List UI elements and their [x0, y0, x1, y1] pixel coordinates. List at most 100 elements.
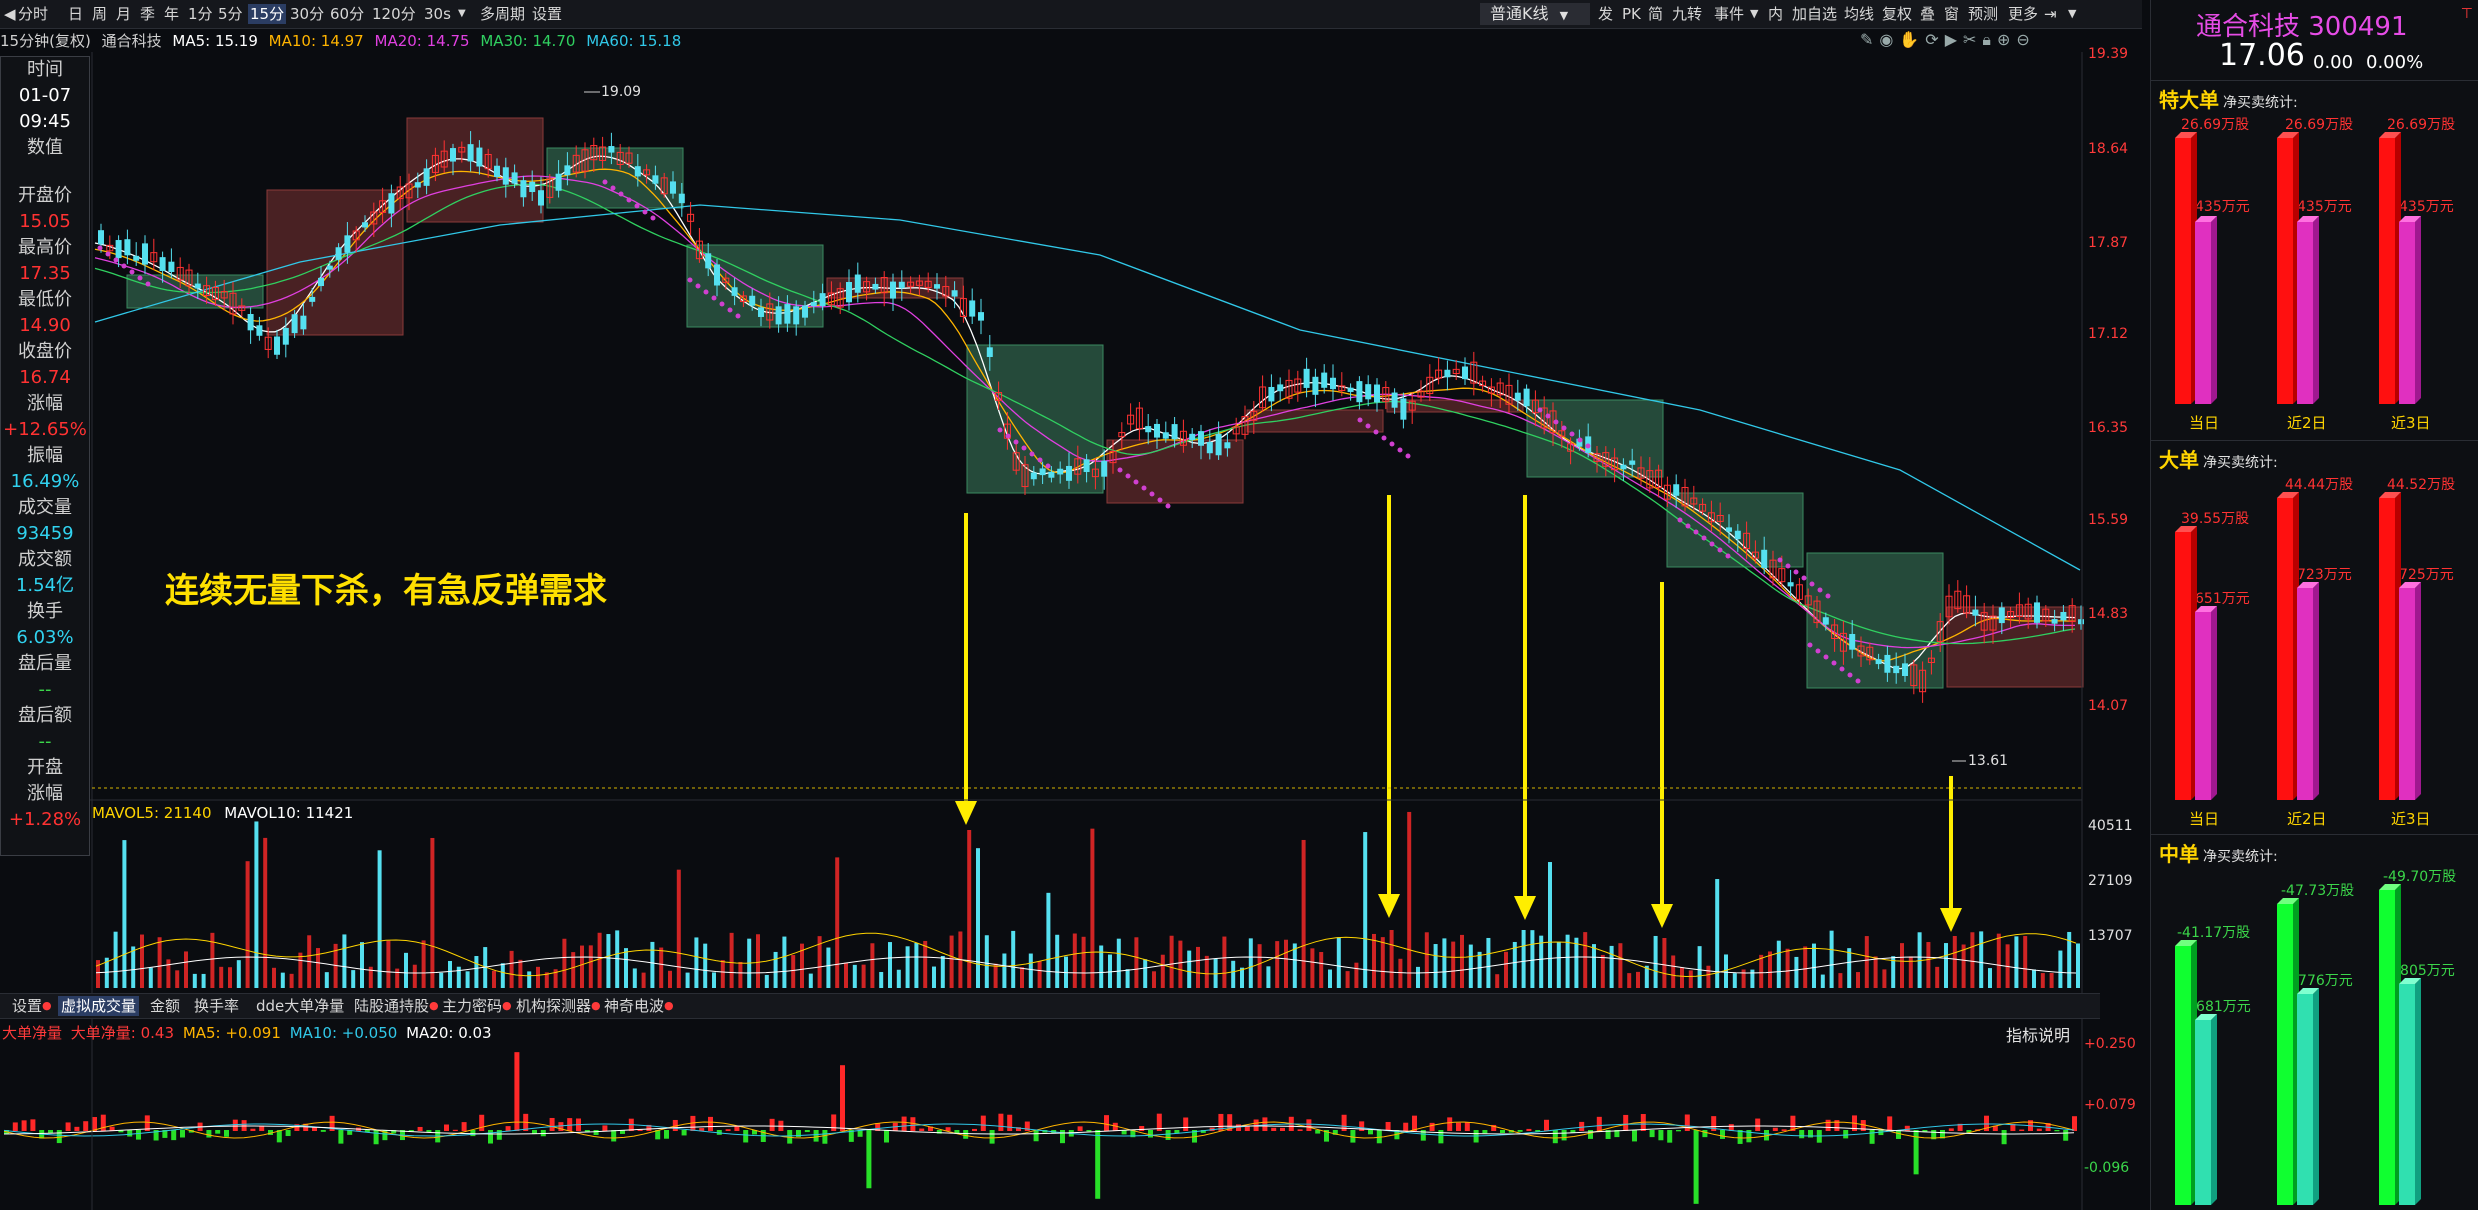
tab-amount[interactable]: 金额 [150, 997, 181, 1015]
tab-settings[interactable]: 设置● [12, 997, 52, 1015]
jian-button[interactable]: 简 [1648, 5, 1664, 23]
candle-body-up [766, 303, 774, 321]
candle-body-up [722, 277, 730, 283]
tab-season[interactable]: 季 [140, 5, 156, 23]
volume-bar [1979, 931, 1984, 988]
overlay-button[interactable]: 叠 [1920, 5, 1936, 23]
candle-body-down [1303, 368, 1310, 388]
tab-institution-detector[interactable]: 机构探测器● [516, 997, 601, 1015]
more-button[interactable]: 更多 [2008, 5, 2039, 23]
volume-bar [1345, 971, 1350, 988]
volume-bar [1116, 938, 1121, 988]
more-dropdown-icon[interactable]: ▼ [2068, 7, 2077, 20]
volume-bar [1389, 930, 1394, 988]
fa-button[interactable]: 发 [1598, 5, 1614, 23]
period-label: 近3日 [2391, 810, 2431, 828]
zoom-out-icon[interactable]: ⊖ [2016, 30, 2036, 49]
kline-type-select[interactable]: 普通K线 ▼ [1480, 3, 1590, 25]
candle-body-up [1496, 382, 1504, 396]
close-price-value: 16.74 [19, 367, 71, 388]
forecast-button[interactable]: 预测 [1968, 5, 1999, 23]
pen-icon[interactable]: ✎ [1860, 30, 1880, 49]
dropdown-icon[interactable]: ▼ [458, 8, 466, 19]
eye-icon[interactable]: ◉ [1879, 30, 1900, 49]
sequence-count-mark [602, 179, 608, 185]
tab-month[interactable]: 月 [116, 5, 132, 23]
indicator-bar [118, 1130, 124, 1133]
candle-body-up [660, 177, 668, 195]
tab-fenshi[interactable]: 分时 [18, 5, 49, 23]
volume-bar [606, 934, 611, 988]
pk-button[interactable]: PK [1622, 5, 1641, 23]
tab-main-force-code[interactable]: 主力密码● [442, 997, 512, 1015]
adjust-button[interactable]: 复权 [1882, 5, 1913, 23]
volume-bar [509, 950, 514, 988]
lock-icon[interactable]: 🔒︎ [1982, 30, 1997, 49]
window-button[interactable]: 窗 [1944, 5, 1960, 23]
tab-virtual-volume[interactable]: 虚拟成交量 [58, 996, 140, 1016]
kline-chart[interactable] [0, 0, 2142, 1210]
sequence-count-mark [719, 301, 725, 307]
zoom-in-icon[interactable]: ⊕ [1996, 30, 2017, 49]
after-hours-amount-label: 盘后额 [18, 705, 72, 726]
candle-body-up [1611, 457, 1619, 471]
volume-bar [1380, 937, 1385, 988]
settings-button[interactable]: 设置 [532, 5, 563, 23]
price-axis-label: 14.07 [2088, 698, 2129, 714]
candle-body-up [863, 281, 871, 293]
tab-60min[interactable]: 60分 [330, 5, 365, 23]
volume-bar [984, 935, 989, 988]
volume-label: 成交量 [18, 497, 72, 518]
pin-icon[interactable]: ⊤ [2460, 6, 2473, 22]
add-watchlist-button[interactable]: 加自选 [1792, 5, 1838, 23]
annotation-arrows [955, 495, 1962, 932]
sequence-count-mark [727, 307, 733, 313]
tab-turnover-rate[interactable]: 换手率 [194, 997, 240, 1015]
indicator-bar [787, 1130, 793, 1144]
play-icon[interactable]: ▶ [1944, 30, 1964, 49]
bar-amount-label: 435万元 [2399, 199, 2454, 215]
fullscreen-icon[interactable]: ⇥ [2044, 5, 2057, 23]
indicator-help-button[interactable]: 指标说明 [2006, 1026, 2071, 1045]
candle-body-up [1417, 390, 1425, 398]
ma10-label: MA10: 14.97 [268, 32, 364, 50]
tab-week[interactable]: 周 [92, 5, 108, 23]
scissors-icon[interactable]: ✂ [1963, 30, 1983, 49]
open-change-label: 涨幅 [27, 783, 63, 804]
ma-button[interactable]: 均线 [1844, 5, 1875, 23]
tab-1min[interactable]: 1分 [188, 5, 213, 23]
jiuzhuan-button[interactable]: 九转 [1672, 5, 1703, 23]
volume-bar [1794, 956, 1799, 988]
tab-dde[interactable]: dde大单净量 [256, 997, 345, 1015]
candle-body-up [739, 295, 747, 303]
multi-period-button[interactable]: 多周期 [480, 5, 526, 23]
tab-hk-connect[interactable]: 陆股通持股● [354, 997, 439, 1015]
volume-bar [113, 931, 118, 988]
tab-30min[interactable]: 30分 [290, 5, 325, 23]
indicator-bar [998, 1113, 1004, 1131]
volume-bar [720, 960, 725, 988]
indicator-bar [461, 1122, 467, 1131]
indicator-bar [822, 1130, 828, 1144]
replay-icon[interactable]: ⟳ [1925, 30, 1945, 49]
nei-button[interactable]: 内 [1768, 5, 1784, 23]
candle-body-up [1663, 484, 1671, 500]
tab-120min[interactable]: 120分 [372, 5, 416, 23]
indicator-bar [127, 1130, 133, 1137]
volume-bar [1644, 965, 1649, 988]
hand-icon[interactable]: ✋ [1899, 30, 1926, 49]
tab-day[interactable]: 日 [68, 5, 84, 23]
annotation-arrow-head [955, 801, 977, 825]
medium-order-title: 中单 净买卖统计: [2159, 842, 2278, 866]
tab-magic-wave[interactable]: 神奇电波● [604, 997, 674, 1015]
back-icon[interactable]: ◀ [4, 5, 16, 23]
tab-30s[interactable]: 30s [424, 5, 451, 23]
event-dropdown-icon[interactable]: ▼ [1750, 7, 1759, 20]
tab-5min[interactable]: 5分 [218, 5, 243, 23]
tab-15min[interactable]: 15分 [248, 4, 287, 24]
indicator-axis-label: +0.079 [2084, 1097, 2136, 1113]
tab-year[interactable]: 年 [164, 5, 180, 23]
volume-bar [1917, 932, 1922, 988]
candle-body-up [1927, 657, 1935, 663]
event-button[interactable]: 事件 [1714, 5, 1745, 23]
